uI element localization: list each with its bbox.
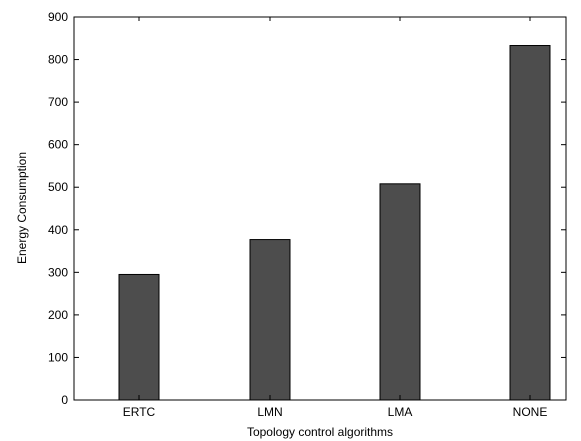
- x-tick-label: LMA: [388, 405, 413, 419]
- y-tick-label: 400: [48, 223, 68, 237]
- bar-ertc: [118, 273, 160, 401]
- y-tick-label: 800: [48, 53, 68, 67]
- y-tick-label: 500: [48, 180, 68, 194]
- x-tick-label: ERTC: [123, 405, 156, 419]
- ticks-layer: ERTC LMN LMA NONE 0 100 200 300 400 500 600 700 800 9…: [48, 10, 566, 419]
- bar-none: [509, 45, 551, 401]
- x-tick-label: NONE: [513, 405, 548, 419]
- bar-lma: [379, 183, 421, 401]
- y-tick-label: 200: [48, 308, 68, 322]
- y-tick-label: 100: [48, 350, 68, 364]
- y-tick-label: 300: [48, 265, 68, 279]
- y-tick-label: 900: [48, 10, 68, 24]
- y-tick-label: 700: [48, 95, 68, 109]
- bars-layer: [118, 45, 551, 401]
- y-axis-label: Energy Consumption: [15, 152, 29, 264]
- x-axis-label: Topology control algorithms: [247, 425, 393, 439]
- y-tick-label: 600: [48, 138, 68, 152]
- x-tick-label: LMN: [257, 405, 282, 419]
- y-tick-label: 0: [61, 393, 68, 407]
- bar-lmn: [249, 239, 291, 401]
- plot-frame: [73, 16, 567, 401]
